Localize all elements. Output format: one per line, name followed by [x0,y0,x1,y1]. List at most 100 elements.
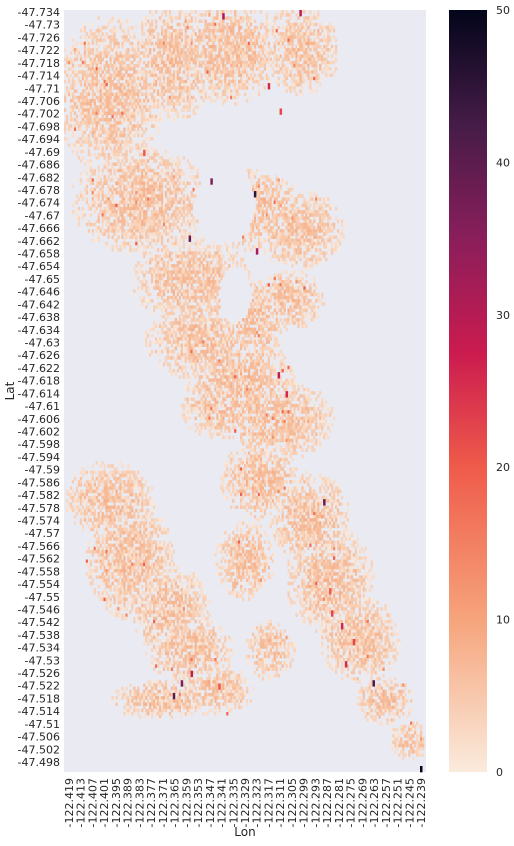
heatmap-cell [184,32,187,36]
heatmap-cell [160,86,164,90]
heatmap-cell [123,35,126,39]
heatmap-cell [180,98,183,103]
heatmap-cell [279,213,282,217]
heatmap-cell [131,111,134,116]
heatmap-cell [166,98,170,103]
heatmap-cell [103,206,106,211]
heatmap-cell [267,219,270,224]
heatmap-cell [309,226,312,230]
heatmap-cell [224,51,227,55]
heatmap-cell [95,191,98,195]
heatmap-cell [222,57,225,62]
heatmap-cell [281,25,284,30]
heatmap-cell [251,70,255,74]
heatmap-cell [64,127,67,132]
heatmap-cell [265,194,269,198]
heatmap-cell [125,184,128,189]
heatmap-cell [162,283,166,287]
heatmap-cell [287,245,290,249]
heatmap-cell [212,22,215,27]
heatmap-cell [291,232,294,236]
heatmap-cell [255,168,259,173]
heatmap-cell [89,187,92,192]
heatmap-cell [127,197,130,201]
heatmap-cell [153,203,156,208]
heatmap-cell [123,140,126,144]
heatmap-cell [230,67,233,71]
heatmap-cell [293,241,296,246]
heatmap-cell [91,238,94,243]
heatmap-cell [245,79,249,84]
heatmap-cell [158,213,162,217]
heatmap-cell [156,280,160,284]
heatmap-cell [75,102,79,106]
heatmap-cell [224,44,227,49]
heatmap-cell [156,76,160,81]
heatmap-cell [91,41,94,46]
heatmap-cell [147,98,150,103]
heatmap-cell [105,200,108,205]
heatmap-cell [99,206,102,211]
heatmap-cell [315,210,318,214]
heatmap-cell [323,38,326,43]
heatmap-cell [85,64,89,68]
heatmap-cell [293,270,296,274]
heatmap-cell [83,121,87,125]
heatmap-cell [293,229,296,233]
heatmap-cell [135,92,138,97]
heatmap-cell [238,57,241,62]
heatmap-cell [145,162,148,166]
heatmap-cell [69,108,73,112]
heatmap-cell [178,206,181,211]
heatmap-cell [166,206,170,211]
heatmap-cell [119,114,122,119]
heatmap-cell [315,194,318,198]
heatmap-cell [257,219,261,224]
heatmap-cell [240,35,243,39]
heatmap-cell [194,44,197,49]
heatmap-cell [196,286,199,290]
heatmap-cell [99,57,102,62]
heatmap-cell [149,146,152,151]
heatmap-cell [305,48,308,52]
heatmap-cell [154,98,158,103]
heatmap-cell [156,235,160,240]
heatmap-cell [103,79,106,84]
heatmap-cell [305,57,308,62]
heatmap-cell [208,245,211,249]
heatmap-cell [184,264,187,268]
heatmap-cell [188,219,191,224]
heatmap-cell [255,194,259,198]
heatmap-cell [119,57,122,62]
heatmap-cell [143,79,146,84]
heatmap-cell [271,292,274,297]
heatmap-cell [91,133,94,138]
heatmap-cell [133,175,136,179]
heatmap-cell [119,200,122,205]
heatmap-cell [245,48,249,52]
heatmap-cell [230,16,233,20]
heatmap-cell [267,57,270,62]
heatmap-cell [170,216,174,220]
heatmap-cell [271,210,274,214]
heatmap-cell [147,83,150,87]
heatmap-cell [129,35,132,39]
heatmap-cell [297,241,300,246]
heatmap-cell [131,206,134,211]
heatmap-cell [143,118,146,122]
heatmap-cell [249,248,253,252]
heatmap-cell [222,10,225,14]
heatmap-cell [194,254,197,259]
heatmap-cell [154,64,158,68]
heatmap-cell [240,70,243,74]
heatmap-cell [99,38,102,43]
heatmap-cell [153,83,156,87]
heatmap-cell [305,229,308,233]
heatmap-cell [281,248,284,252]
heatmap-cell [315,89,318,93]
heatmap-cell [295,276,298,281]
heatmap-cell [125,191,128,195]
heatmap-cell [178,283,181,287]
heatmap-cell [97,146,100,151]
heatmap-cell [170,200,174,205]
